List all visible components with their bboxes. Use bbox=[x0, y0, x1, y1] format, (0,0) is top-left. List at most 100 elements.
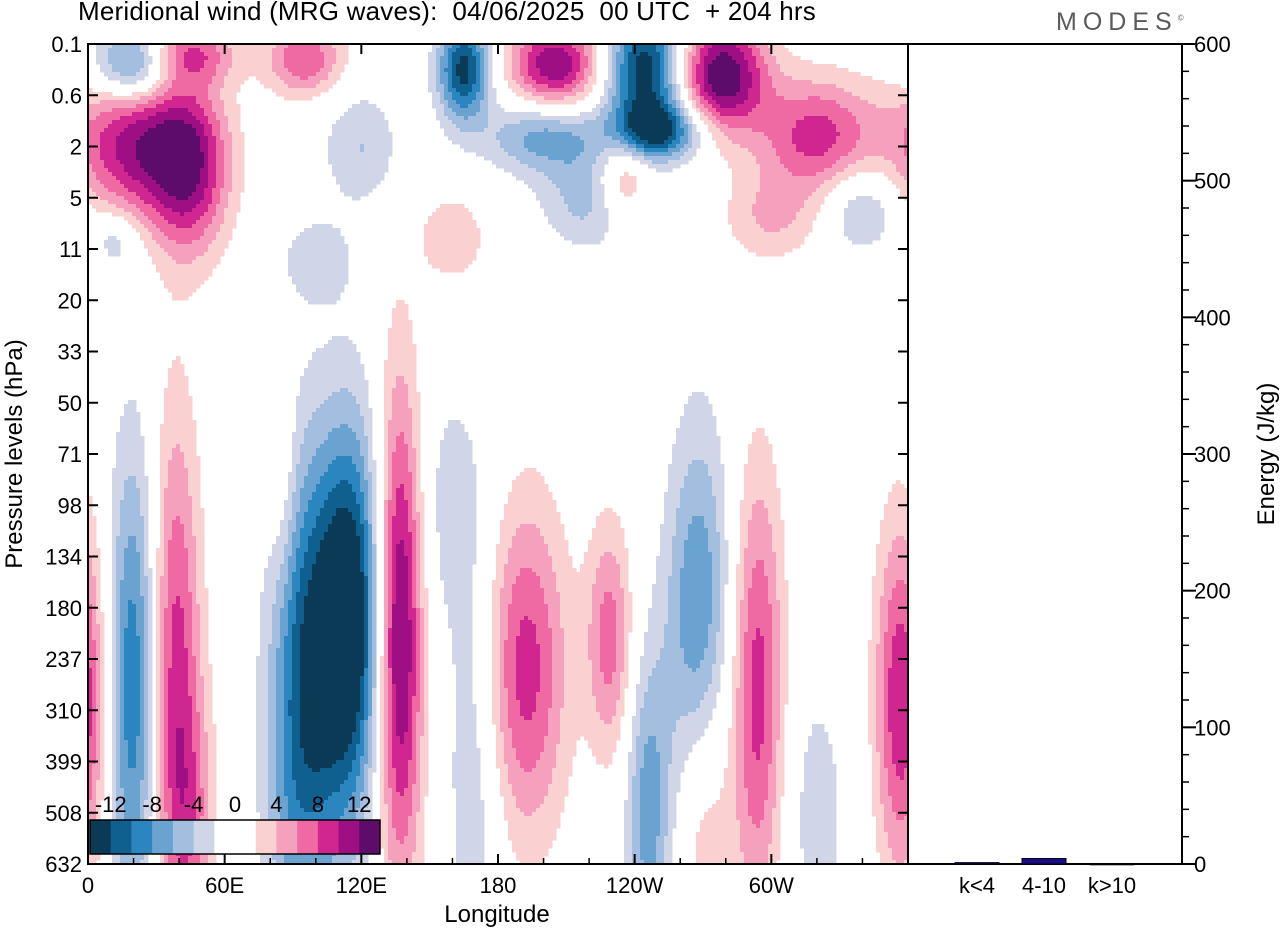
heat-cell bbox=[548, 64, 553, 69]
heat-cell bbox=[484, 52, 489, 57]
heat-cell bbox=[580, 168, 585, 173]
heat-cell bbox=[456, 108, 461, 113]
heat-cell bbox=[508, 152, 513, 157]
heat-cell bbox=[780, 80, 785, 85]
heat-cell bbox=[652, 164, 657, 169]
heat-cell bbox=[144, 60, 149, 65]
heat-cell bbox=[704, 72, 709, 77]
heat-cell bbox=[612, 80, 617, 85]
heat-cell bbox=[152, 140, 157, 145]
heat-cell bbox=[572, 128, 577, 133]
heat-cell bbox=[224, 156, 229, 161]
heat-cell bbox=[140, 112, 145, 117]
heat-cell bbox=[724, 72, 729, 77]
heat-cell bbox=[788, 156, 793, 161]
heat-cell bbox=[480, 44, 485, 49]
heat-cell bbox=[156, 84, 161, 89]
heat-cell bbox=[184, 120, 189, 125]
heat-cell bbox=[356, 136, 361, 141]
heat-cell bbox=[484, 96, 489, 101]
heat-cell bbox=[168, 56, 173, 61]
heat-cell bbox=[476, 68, 481, 73]
heat-cell bbox=[540, 60, 545, 65]
heat-cell bbox=[160, 164, 165, 169]
heat-cell bbox=[748, 72, 753, 77]
heat-cell bbox=[888, 92, 893, 97]
heat-cell bbox=[352, 164, 357, 169]
heat-cell bbox=[860, 156, 865, 161]
heat-cell bbox=[784, 48, 789, 53]
heat-cell bbox=[360, 160, 365, 165]
heat-cell bbox=[672, 60, 677, 65]
heat-cell bbox=[768, 96, 773, 101]
heat-cell bbox=[868, 92, 873, 97]
heat-cell bbox=[740, 84, 745, 89]
heat-cell bbox=[668, 152, 673, 157]
heat-cell bbox=[276, 56, 281, 61]
heat-cell bbox=[164, 140, 169, 145]
heat-cell bbox=[168, 52, 173, 57]
heat-cell bbox=[184, 92, 189, 97]
heat-cell bbox=[136, 76, 141, 81]
heat-cell bbox=[144, 136, 149, 141]
heat-cell bbox=[812, 72, 817, 77]
heat-cell bbox=[240, 44, 245, 49]
heat-cell bbox=[888, 108, 893, 113]
heat-cell bbox=[900, 88, 905, 93]
heat-cell bbox=[520, 152, 525, 157]
heat-cell bbox=[456, 60, 461, 65]
heat-cell bbox=[224, 96, 229, 101]
heat-cell bbox=[796, 148, 801, 153]
heat-cell bbox=[484, 128, 489, 133]
heat-cell bbox=[800, 164, 805, 169]
heat-cell bbox=[784, 92, 789, 97]
heat-cell bbox=[488, 124, 493, 129]
heat-cell bbox=[112, 120, 117, 125]
heat-cell bbox=[804, 120, 809, 125]
heat-cell bbox=[328, 56, 333, 61]
heat-cell bbox=[732, 168, 737, 173]
heat-cell bbox=[808, 152, 813, 157]
heat-cell bbox=[768, 100, 773, 105]
heat-cell bbox=[796, 56, 801, 61]
heat-cell bbox=[552, 44, 557, 49]
heat-cell bbox=[456, 84, 461, 89]
heat-cell bbox=[792, 92, 797, 97]
heat-cell bbox=[108, 124, 113, 129]
heat-cell bbox=[772, 132, 777, 137]
heat-cell bbox=[680, 136, 685, 141]
heat-cell bbox=[796, 112, 801, 117]
heat-cell bbox=[628, 136, 633, 141]
heat-cell bbox=[292, 80, 297, 85]
heat-cell bbox=[700, 56, 705, 61]
heat-cell bbox=[652, 72, 657, 77]
heat-cell bbox=[744, 128, 749, 133]
heat-cell bbox=[556, 160, 561, 165]
heat-cell bbox=[256, 52, 261, 57]
heat-cell bbox=[896, 132, 901, 137]
heat-cell bbox=[348, 124, 353, 129]
heat-cell bbox=[580, 96, 585, 101]
heat-cell bbox=[860, 160, 865, 165]
heat-cell bbox=[160, 120, 165, 125]
heat-cell bbox=[592, 132, 597, 137]
heat-cell bbox=[176, 108, 181, 113]
heat-cell bbox=[664, 56, 669, 61]
heat-cell bbox=[228, 80, 233, 85]
heat-cell bbox=[824, 112, 829, 117]
heat-cell bbox=[648, 160, 653, 165]
heat-cell bbox=[640, 48, 645, 53]
heat-cell bbox=[316, 68, 321, 73]
heat-cell bbox=[300, 68, 305, 73]
heat-cell bbox=[200, 68, 205, 73]
heat-cell bbox=[568, 84, 573, 89]
heat-cell bbox=[520, 92, 525, 97]
heat-cell bbox=[232, 88, 237, 93]
heat-cell bbox=[172, 108, 177, 113]
heat-cell bbox=[664, 76, 669, 81]
heat-cell bbox=[696, 108, 701, 113]
heat-cell bbox=[528, 44, 533, 49]
heat-cell bbox=[96, 148, 101, 153]
heat-cell bbox=[556, 120, 561, 125]
heat-cell bbox=[836, 92, 841, 97]
